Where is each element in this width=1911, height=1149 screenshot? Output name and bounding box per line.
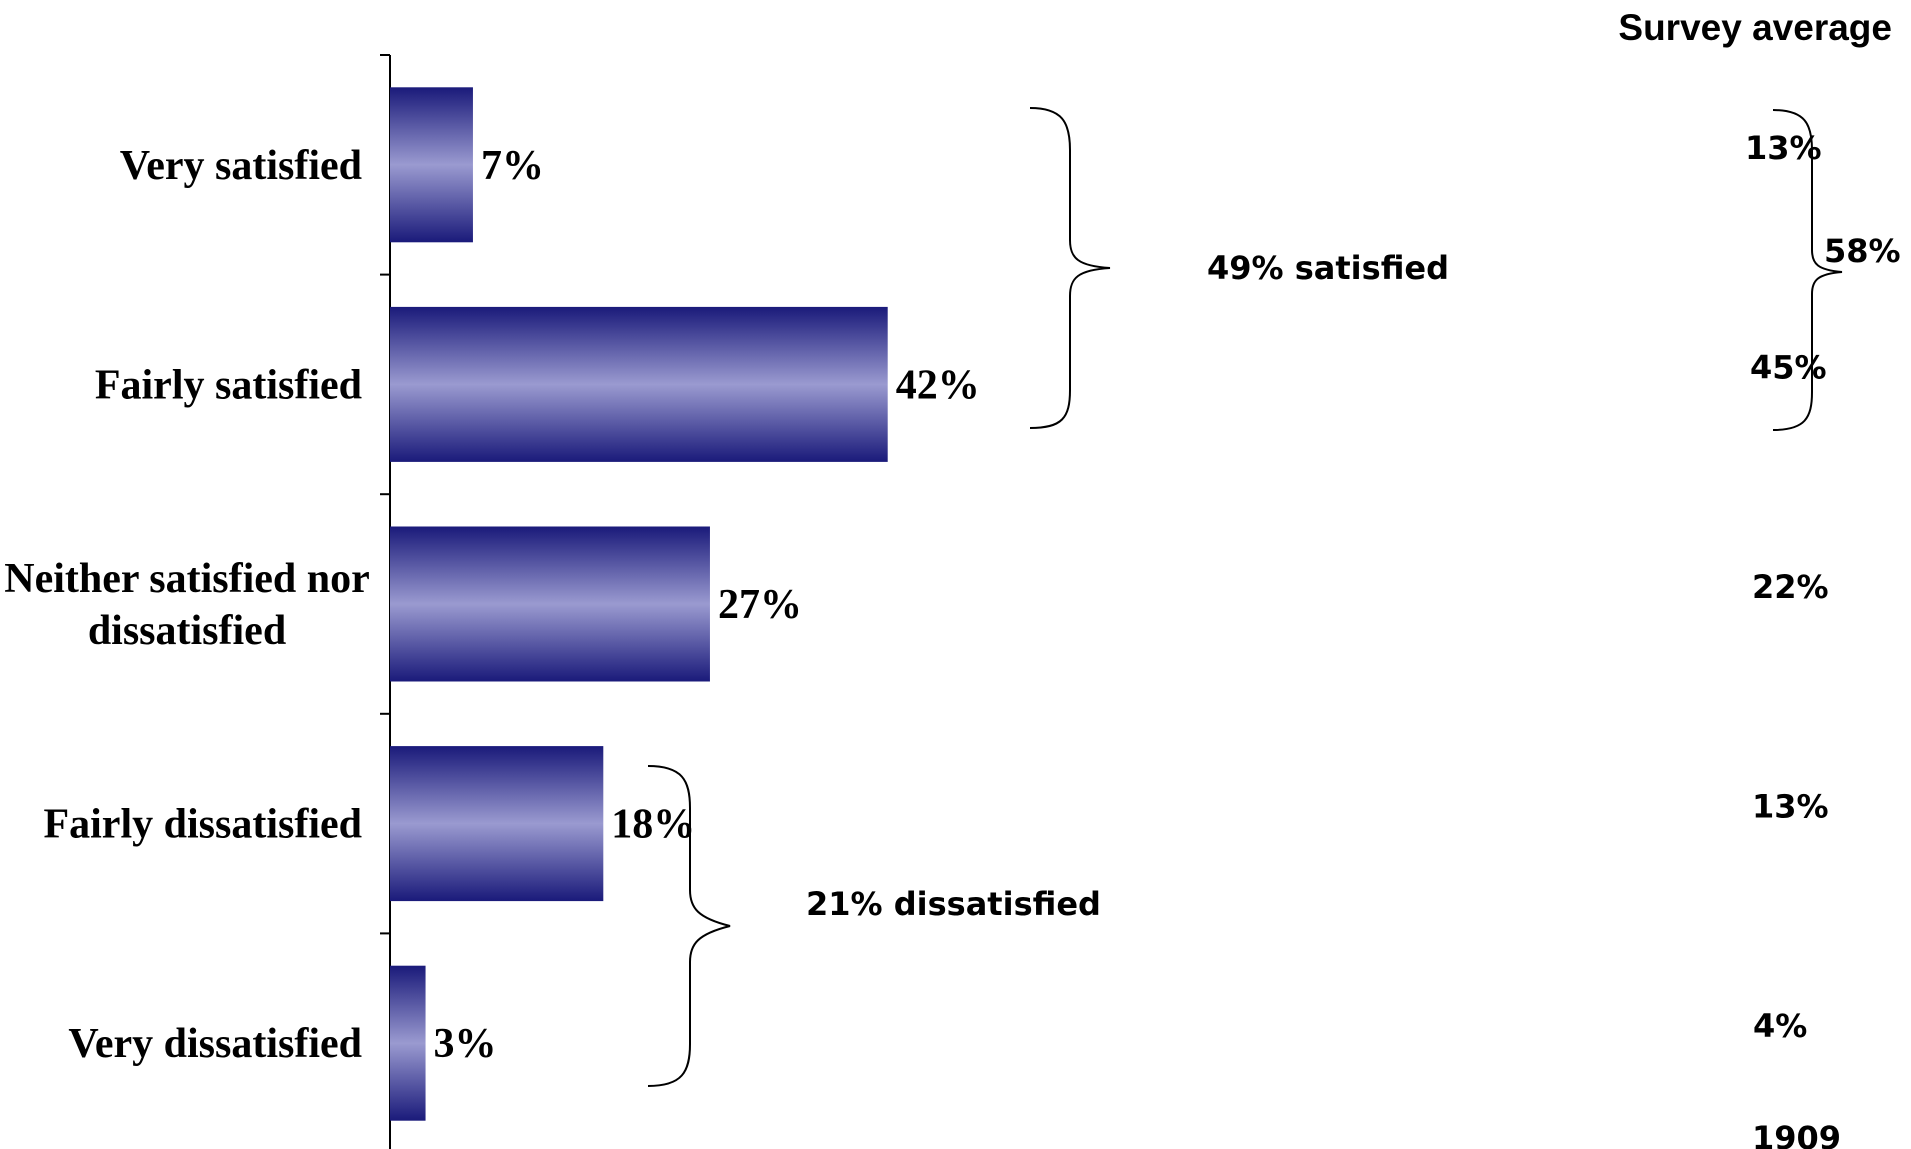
bar-value-label: 42% xyxy=(896,362,980,408)
bar xyxy=(390,526,710,682)
survey-average-value: 4% xyxy=(1753,1007,1807,1045)
satisfied-group-brace xyxy=(1029,107,1111,429)
bar-value-label: 7% xyxy=(481,143,544,189)
category-label: Very dissatisfied xyxy=(68,1021,362,1067)
survey-average-values: 13% 45% 22% 13% 4% xyxy=(1745,129,1829,1045)
dissatisfied-group-brace xyxy=(647,765,731,1087)
survey-average-base: 1909 xyxy=(1752,1119,1841,1149)
dissatisfied-group-label: 21% dissatisfied xyxy=(806,885,1101,923)
bar xyxy=(390,87,473,243)
bar xyxy=(390,306,888,462)
satisfied-group-label: 49% satisfied xyxy=(1207,249,1449,287)
survey-average-value: 22% xyxy=(1752,568,1829,606)
bar-value-label: 3% xyxy=(434,1021,497,1067)
survey-average-value: 13% xyxy=(1745,129,1822,167)
survey-average-value: 45% xyxy=(1750,348,1827,386)
survey-average-total: 58% xyxy=(1824,232,1901,270)
bars-group: 7% Very satisfied 42% Fairly satisfied 27% Ne… xyxy=(4,87,980,1121)
bar xyxy=(390,965,426,1121)
category-label: Fairly dissatisfied xyxy=(43,802,362,848)
category-label: Fairly satisfied xyxy=(95,362,362,408)
category-label: Very satisfied xyxy=(120,143,362,189)
survey-average-header: Survey average xyxy=(1618,7,1892,48)
survey-average-brace xyxy=(1772,109,1843,431)
bar xyxy=(390,746,604,902)
bar-value-label: 27% xyxy=(718,582,802,628)
y-axis-ticks xyxy=(380,54,390,935)
survey-average-value: 13% xyxy=(1752,788,1829,826)
bar-value-label: 18% xyxy=(611,802,695,848)
category-label: Neither satisfied nor dissatisfied xyxy=(4,556,370,654)
